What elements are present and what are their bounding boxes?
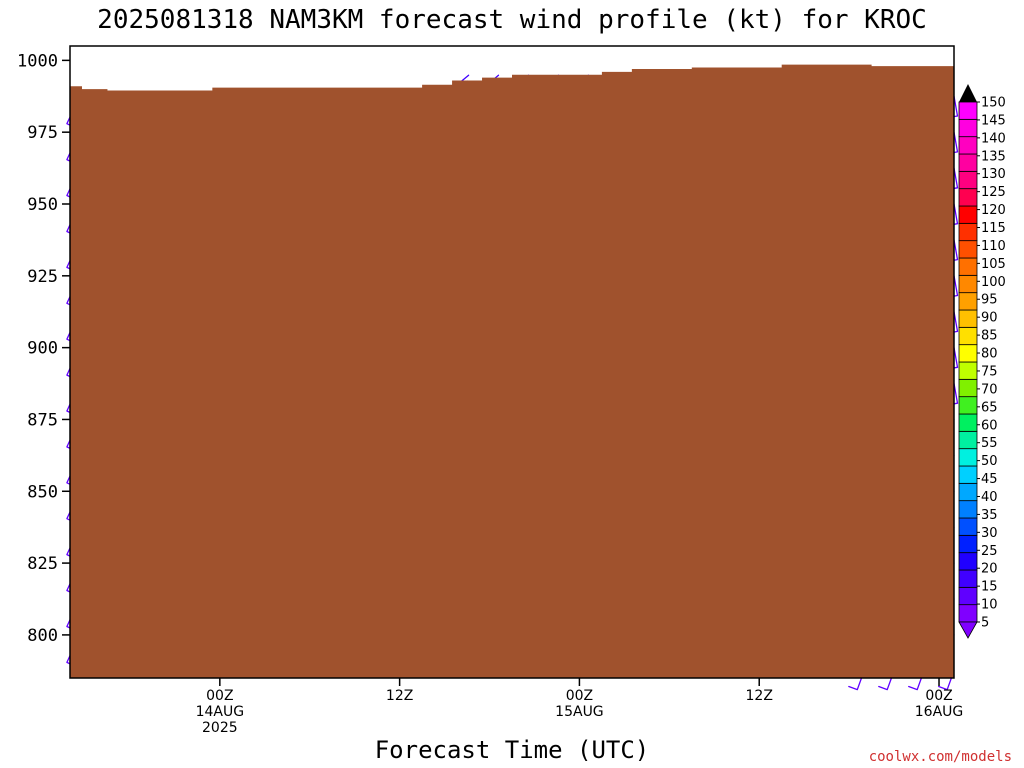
y-tick-label: 950 <box>27 195 58 215</box>
colorbar-bin <box>958 118 978 138</box>
x-tick-label: 12Z <box>746 688 773 704</box>
colorbar-bin <box>958 552 978 571</box>
colorbar-tick-label: 55 <box>981 436 998 451</box>
colorbar-bin <box>958 309 978 328</box>
x-tick-label: 16AUG <box>915 704 964 720</box>
terrain-fill <box>70 64 954 678</box>
colorbar-tick-label: 45 <box>981 472 998 487</box>
x-tick-label: 12Z <box>386 688 413 704</box>
x-tick-label: 2025 <box>202 720 238 736</box>
x-tick-label: 15AUG <box>555 704 604 720</box>
colorbar-tick-label: 135 <box>981 149 1006 164</box>
colorbar-bin <box>958 292 978 311</box>
colorbar-tick-label: 130 <box>981 167 1006 182</box>
y-tick-label: 825 <box>27 554 58 574</box>
colorbar-bin <box>958 500 978 519</box>
colorbar-tick-label: 100 <box>981 275 1006 290</box>
colorbar-tick-label: 60 <box>981 418 998 433</box>
colorbar-tick-label: 140 <box>981 131 1006 146</box>
colorbar-tick-label: 50 <box>981 454 998 469</box>
colorbar-bin <box>958 257 978 276</box>
y-axis: 800 825 850 875 900 925 950 975 1000 <box>17 51 70 646</box>
y-tick-label: 800 <box>27 626 58 646</box>
colorbar-bin <box>958 222 978 242</box>
colorbar-tick-label: 25 <box>981 544 998 559</box>
colorbar-bin <box>958 205 978 224</box>
colorbar-bottom-arrow <box>958 621 978 639</box>
y-tick-label: 1000 <box>17 51 58 71</box>
colorbar-bin <box>958 569 978 588</box>
colorbar-bin <box>958 482 978 502</box>
x-axis-label: Forecast Time (UTC) <box>375 736 650 764</box>
colorbar-tick-label: 150 <box>981 96 1006 111</box>
colorbar-bin <box>958 326 978 346</box>
colorbar-tick-label: 105 <box>981 257 1006 272</box>
colorbar-bin <box>958 188 978 207</box>
colorbar-bin <box>958 413 978 432</box>
colorbar-tick-label: 125 <box>981 185 1006 200</box>
credit-text: coolwx.com/models <box>869 749 1012 765</box>
colorbar-bin <box>958 361 978 380</box>
y-tick-label: 875 <box>27 410 58 430</box>
x-tick-label: 14AUG <box>196 704 245 720</box>
colorbar-tick-label: 35 <box>981 508 998 523</box>
colorbar-tick-label: 10 <box>981 598 998 613</box>
colorbar-tick-label: 20 <box>981 562 998 577</box>
colorbar-tick-label: 120 <box>981 203 1006 218</box>
colorbar-tick-label: 15 <box>981 580 998 595</box>
colorbar-tick-label: 90 <box>981 311 998 326</box>
colorbar-bin <box>958 465 978 484</box>
colorbar-top-arrow <box>959 84 977 102</box>
colorbar: 5 10 15 20 25 30 35 40 45 50 55 60 65 70 75 80 85 90 95 100… <box>958 84 1006 639</box>
colorbar-bin <box>958 170 978 190</box>
colorbar-tick-label: 30 <box>981 526 998 541</box>
colorbar-tick-label: 110 <box>981 239 1006 254</box>
colorbar-tick-label: 85 <box>981 329 998 344</box>
colorbar-bin <box>958 378 978 398</box>
y-tick-label: 850 <box>27 482 58 502</box>
colorbar-bin <box>958 604 978 623</box>
colorbar-bin <box>958 396 978 415</box>
colorbar-bin <box>958 344 978 363</box>
colorbar-tick-label: 75 <box>981 364 998 379</box>
colorbar-bin <box>958 448 978 467</box>
plot-area <box>66 45 959 691</box>
colorbar-bin <box>958 136 978 155</box>
colorbar-tick-label: 70 <box>981 382 998 397</box>
colorbar-tick-label: 5 <box>981 616 989 631</box>
x-tick-label: 00Z <box>206 688 233 704</box>
colorbar-tick-label: 80 <box>981 347 998 362</box>
y-tick-label: 925 <box>27 267 58 287</box>
y-tick-label: 975 <box>27 123 58 143</box>
colorbar-tick-label: 40 <box>981 490 998 505</box>
colorbar-bin <box>958 517 978 536</box>
colorbar-bin <box>958 586 978 606</box>
x-tick-label: 00Z <box>566 688 593 704</box>
colorbar-bin <box>958 534 978 554</box>
x-tick-label: 00Z <box>925 688 952 704</box>
colorbar-bin <box>958 430 978 450</box>
colorbar-tick-label: 95 <box>981 293 998 308</box>
colorbar-bin <box>958 274 978 294</box>
y-tick-label: 900 <box>27 339 58 359</box>
colorbar-tick-label: 115 <box>981 221 1006 236</box>
colorbar-bin <box>958 101 978 120</box>
colorbar-bin <box>958 240 978 259</box>
colorbar-bin <box>958 153 978 172</box>
plot-frame <box>69 45 955 679</box>
colorbar-tick-label: 65 <box>981 400 998 415</box>
chart-title: 2025081318 NAM3KM forecast wind profile … <box>97 5 927 35</box>
colorbar-tick-label: 145 <box>981 113 1006 128</box>
